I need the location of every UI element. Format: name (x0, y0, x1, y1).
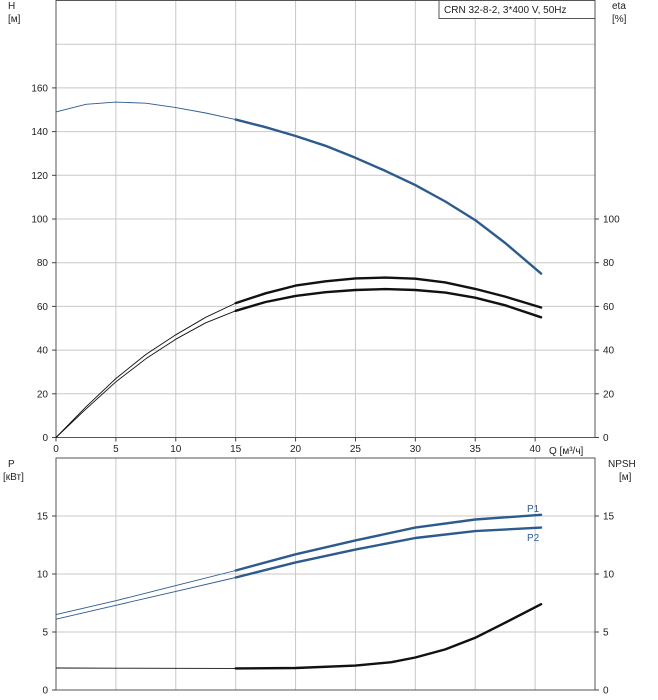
curve-bottom-1-thin (55, 577, 236, 620)
series-label-p1: P1 (527, 504, 540, 515)
curve-bottom-2-thick (234, 603, 543, 670)
left-tick-label-top: 160 (31, 83, 48, 94)
series-label-p2: P2 (527, 533, 540, 544)
left-tick-label-top: 80 (37, 258, 49, 269)
left-tick-label-top: 0 (42, 433, 48, 444)
right-tick-label-top: 40 (603, 346, 615, 357)
top-left-axis-label: H (8, 1, 15, 12)
x-tick-label: 40 (530, 444, 542, 455)
legend-text: CRN 32-8-2, 3*400 V, 50Hz (444, 5, 566, 16)
curve-bottom-0-thick (234, 513, 543, 572)
right-tick-label-bottom: 10 (603, 570, 615, 581)
top-right-axis-label: eta (612, 1, 626, 12)
axis-ticks: 0204060801001201401600204060801000510150… (31, 83, 620, 696)
x-axis-label: Q [м³/ч] (549, 446, 584, 457)
left-tick-label-top: 120 (31, 171, 48, 182)
right-tick-label-top: 80 (603, 258, 615, 269)
x-tick-label: 30 (410, 444, 422, 455)
left-tick-label-top: 140 (31, 127, 48, 138)
bottom-right-axis-label: NPSH (608, 459, 636, 470)
left-tick-label-top: 40 (37, 346, 49, 357)
bottom-right-axis-unit: [м] (619, 472, 632, 483)
curve-top-1-thin (55, 302, 236, 438)
curve-top-2-thin (55, 310, 236, 438)
right-tick-label-bottom: 5 (603, 628, 609, 639)
left-tick-label-bottom: 0 (42, 686, 48, 697)
curve-top-1-thick (234, 276, 543, 309)
left-tick-label-top: 100 (31, 215, 48, 226)
right-tick-label-top: 60 (603, 302, 615, 313)
right-tick-label-bottom: 0 (603, 686, 609, 697)
bottom-panel-grid (56, 458, 595, 690)
curves (55, 101, 543, 670)
x-tick-label: 0 (53, 444, 59, 455)
x-tick-label: 25 (350, 444, 362, 455)
curve-bottom-1-thick (234, 526, 543, 579)
curve-top-0-thin (55, 101, 236, 121)
curve-top-0-thick (234, 118, 543, 275)
x-tick-label: 15 (230, 444, 242, 455)
bottom-left-axis-label: P (8, 459, 15, 470)
left-tick-label-bottom: 10 (37, 570, 49, 581)
legend-box (438, 0, 596, 19)
x-tick-label: 5 (113, 444, 119, 455)
x-tick-label: 20 (290, 444, 302, 455)
left-tick-label-top: 60 (37, 302, 49, 313)
top-left-axis-unit: [м] (8, 14, 21, 25)
left-tick-label-top: 20 (37, 389, 49, 400)
top-panel-grid (56, 0, 595, 438)
right-tick-label-top: 100 (603, 215, 620, 226)
right-tick-label-top: 0 (603, 433, 609, 444)
left-tick-label-bottom: 5 (42, 628, 48, 639)
right-tick-label-top: 20 (603, 389, 615, 400)
bottom-left-axis-unit: [кВт] (3, 472, 24, 483)
x-tick-label: 35 (470, 444, 482, 455)
left-tick-label-bottom: 15 (37, 512, 49, 523)
top-right-axis-unit: [%] (612, 14, 627, 25)
curve-top-2-thick (234, 287, 543, 319)
x-tick-label: 10 (170, 444, 182, 455)
curve-bottom-0-thin (55, 570, 236, 616)
right-tick-label-bottom: 15 (603, 512, 615, 523)
